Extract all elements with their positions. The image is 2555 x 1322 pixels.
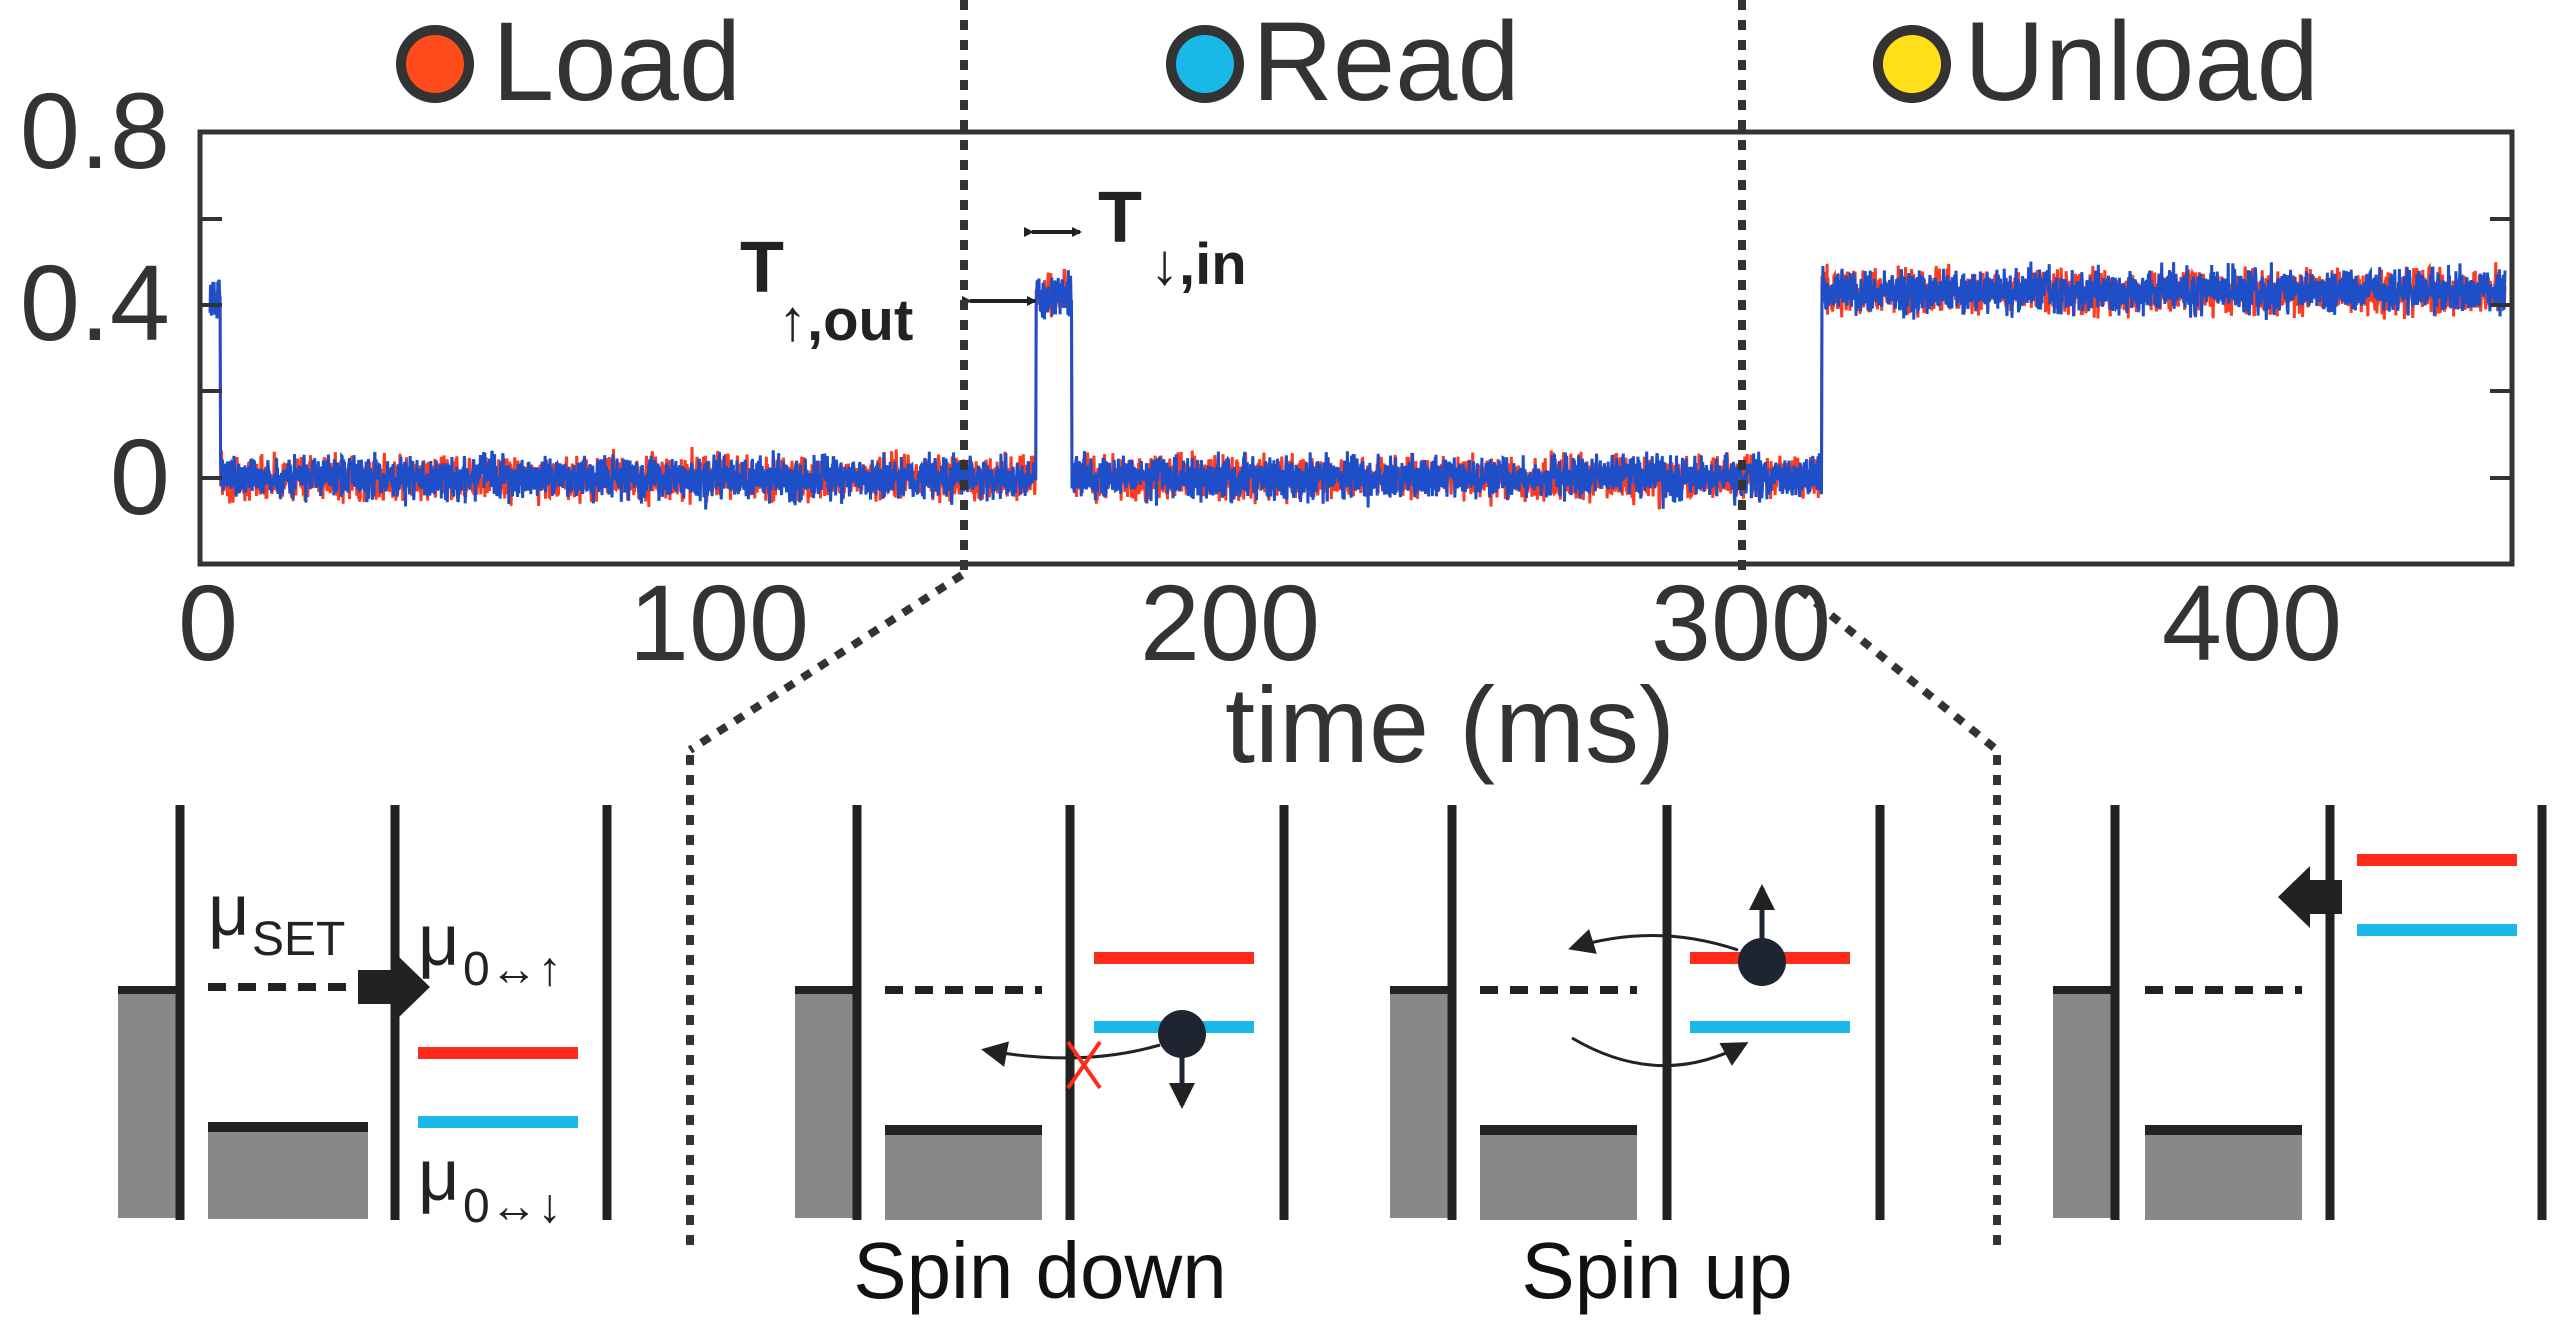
y-tick-labels: 0.8 0.4 0: [20, 70, 170, 537]
reservoir: [118, 990, 180, 1218]
t-out-annotation: T ↑,out: [740, 228, 1037, 353]
zoom-guide-right: [1797, 586, 2000, 754]
trace-blue: [208, 261, 2507, 510]
tunnel-out-arrow: [1568, 929, 1739, 954]
mu-set-subscript: SET: [252, 913, 345, 966]
unload-dot: [1873, 25, 1951, 103]
zoom-guide-left: [687, 571, 965, 754]
blocked-mark-icon: [1066, 1040, 1102, 1090]
load-label: Load: [492, 0, 741, 124]
reservoir: [795, 990, 857, 1218]
energy-diagram-load: μ SET μ 0↔↑ μ 0↔↓: [118, 805, 612, 1233]
phase-legend: Load Read Unload: [396, 0, 2319, 124]
legend-item-load: Load: [396, 0, 741, 124]
unload-arrow: [2278, 866, 2342, 928]
t-out-subscript: ↑,out: [778, 288, 913, 353]
mu-down-label: μ: [418, 1136, 459, 1216]
mu-up-label: μ: [418, 901, 459, 981]
y-tick-label: 0.4: [20, 242, 170, 363]
tunnel-in-arrow: [1571, 1036, 1749, 1067]
x-tick-label: 0: [178, 562, 238, 683]
plot-frame: [197, 129, 2515, 567]
x-axis-title: time (ms): [1225, 664, 1675, 785]
x-tick-label: 200: [1140, 562, 1320, 683]
y-tick-label: 0.8: [20, 70, 170, 191]
x-tick-labels: 0 100 200 300 400: [178, 562, 2342, 683]
y-ticks: [200, 130, 2512, 480]
set-island: [208, 1127, 368, 1219]
t-out-label: T: [740, 228, 784, 308]
unload-label: Unload: [1964, 0, 2319, 124]
time-trace-plot: 0.8 0.4 0 0 100 200 300 400 time (ms) T …: [20, 0, 2515, 1245]
mu-set-label: μ: [208, 871, 249, 951]
blocked-tunnel-arrow: [981, 1041, 1161, 1067]
x-tick-label: 400: [2162, 562, 2342, 683]
legend-item-read: Read: [1166, 0, 1520, 124]
y-tick-label: 0: [110, 416, 170, 537]
read-dot: [1166, 25, 1244, 103]
set-island: [2145, 1130, 2302, 1220]
legend-item-unload: Unload: [1873, 0, 2319, 124]
reservoir: [1390, 990, 1452, 1218]
spin-down-caption: Spin down: [853, 1226, 1227, 1315]
trace-traces: [208, 261, 2507, 510]
x-tick-label: 100: [629, 562, 809, 683]
mu-down-subscript: 0↔↓: [463, 1180, 562, 1233]
energy-diagram-spin-down: Spin down: [795, 805, 1289, 1315]
energy-diagram-unload: [2053, 805, 2547, 1220]
set-island: [1480, 1130, 1637, 1220]
load-dot: [396, 25, 474, 103]
read-label: Read: [1252, 0, 1520, 124]
spin-up-caption: Spin up: [1521, 1226, 1792, 1315]
reservoir: [2053, 990, 2115, 1218]
set-island: [885, 1130, 1042, 1220]
t-in-annotation: T ↓,in: [1024, 178, 1247, 297]
phase-boundaries: [686, 0, 2001, 1245]
tunnel-arrow: [358, 956, 430, 1018]
energy-diagram-spin-up: Spin up: [1390, 805, 1885, 1315]
t-in-label: T: [1098, 178, 1142, 258]
mu-up-subscript: 0↔↑: [463, 943, 562, 996]
t-in-subscript: ↓,in: [1150, 232, 1247, 297]
x-tick-label: 300: [1651, 562, 1831, 683]
